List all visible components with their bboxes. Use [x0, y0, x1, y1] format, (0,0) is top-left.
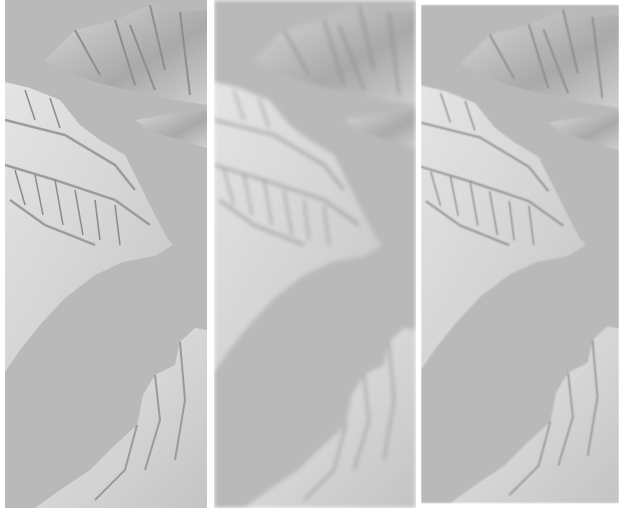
- panel-sharp: [5, 0, 207, 508]
- panel-filtered: [421, 3, 619, 505]
- panel-blurred: [214, 0, 416, 508]
